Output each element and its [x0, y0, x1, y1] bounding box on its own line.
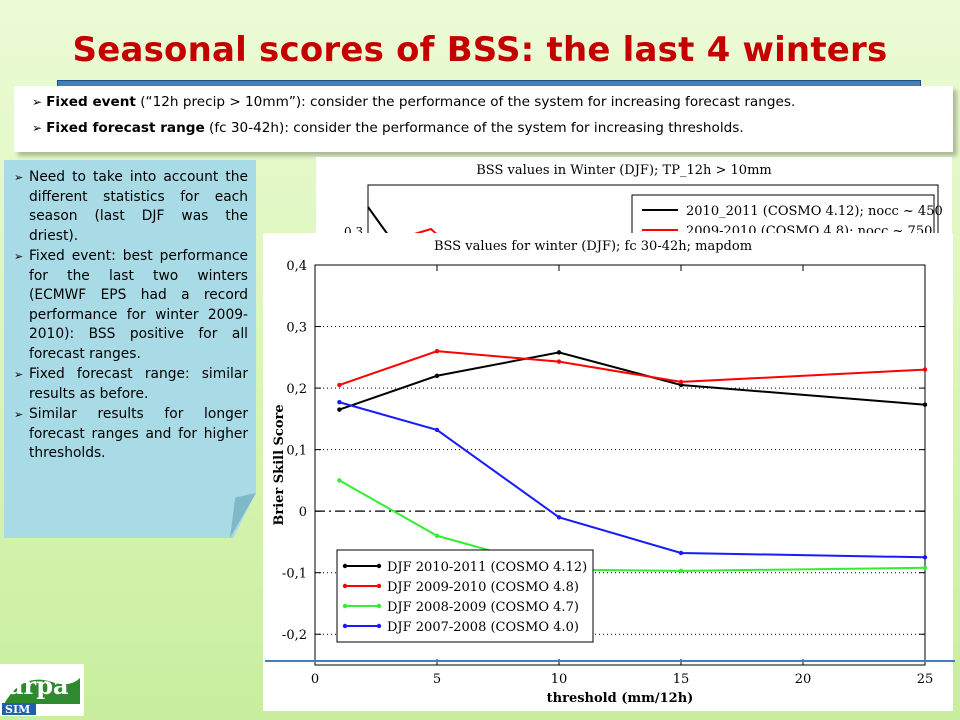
legend-label: DJF 2008-2009 (COSMO 4.7) — [387, 600, 579, 615]
grid-layer — [315, 264, 925, 635]
arrow-bullet-icon: ➢ — [14, 368, 24, 381]
slide-title: Seasonal scores of BSS: the last 4 winte… — [72, 30, 888, 70]
y-tick-label: 0,3 — [286, 321, 307, 336]
legend: DJF 2010-2011 (COSMO 4.12) DJF 2009-2010 … — [336, 549, 594, 643]
legend-marker — [376, 583, 382, 589]
notes-list: ➢ Need to take into account the different… — [14, 168, 248, 465]
footer-divider — [265, 660, 955, 662]
notes-box: ➢ Need to take into account the different… — [4, 160, 256, 538]
notes-item: ➢ Fixed forecast range: similar results a… — [14, 365, 248, 404]
arpa-logo-graphic: arpa SIM — [0, 664, 84, 716]
data-point — [337, 478, 342, 483]
logo-text: arpa — [8, 671, 69, 700]
arrow-bullet-icon: ➢ — [32, 121, 43, 135]
data-point — [434, 373, 440, 378]
notes-item: ➢ Fixed event: best performance for the l… — [14, 247, 248, 364]
x-tick-label: 5 — [433, 672, 441, 687]
x-tick-label: 15 — [673, 672, 690, 687]
x-axis-label: threshold (mm/12h) — [547, 691, 694, 706]
legend-marker — [342, 563, 348, 569]
y-tick-label: 0 — [299, 505, 307, 520]
summary-line-fixed-event: ➢ Fixed event (“12h precip > 10mm”): cons… — [32, 94, 795, 110]
x-tick-label: 25 — [917, 672, 934, 687]
legend-label: DJF 2010-2011 (COSMO 4.12) — [387, 560, 587, 575]
summary-line-1-text: (“12h precip > 10mm”): consider the perf… — [135, 94, 796, 110]
data-point — [922, 402, 928, 407]
x-tick-label: 20 — [795, 672, 812, 687]
summary-line-2-bold: Fixed forecast range — [46, 120, 205, 136]
notes-item: ➢ Need to take into account the different… — [14, 168, 248, 246]
data-point — [678, 568, 684, 574]
legend-marker — [376, 623, 382, 629]
y-tick-label: 0,2 — [286, 382, 307, 397]
data-point — [337, 400, 342, 405]
legend-marker — [342, 583, 348, 589]
data-point — [922, 565, 928, 570]
notes-item-text: Fixed event: best performance for the la… — [29, 248, 248, 362]
legend-marker — [376, 603, 382, 609]
logo-swoosh — [4, 678, 80, 704]
legend-label: DJF 2007-2008 (COSMO 4.0) — [387, 620, 579, 635]
data-point — [434, 427, 440, 433]
data-point — [922, 367, 928, 372]
data-point — [556, 359, 562, 364]
series-line-3 — [339, 401, 926, 559]
notes-item-text: Fixed forecast range: similar results as… — [29, 366, 248, 402]
arpa-logo: arpa SIM — [0, 664, 84, 716]
summary-line-1-bold: Fixed event — [46, 94, 136, 110]
legend-marker — [342, 603, 348, 609]
back-chart-title: BSS values in Winter (DJF); TP_12h > 10m… — [476, 163, 771, 178]
data-point — [678, 382, 684, 388]
legend-marker — [342, 623, 348, 629]
data-point — [434, 348, 440, 354]
back-legend-label: 2010_2011 (COSMO 4.12); nocc ~ 450 — [686, 204, 943, 219]
data-point — [556, 515, 562, 520]
y-tick-label: -0,1 — [282, 567, 307, 582]
summary-line-fixed-range: ➢ Fixed forecast range (fc 30-42h): consi… — [32, 120, 744, 136]
logo-sub-badge — [2, 703, 36, 715]
x-tick-label: 0 — [311, 672, 319, 687]
data-point — [337, 382, 342, 388]
notes-item: ➢ Similar results for longer forecast ran… — [14, 405, 248, 464]
y-tick-label: 0,4 — [286, 259, 307, 274]
series-layer — [337, 348, 928, 574]
arrow-bullet-icon: ➢ — [14, 171, 24, 184]
data-point — [556, 350, 562, 355]
series-line-0 — [339, 351, 926, 411]
logo-sub-text: SIM — [5, 703, 30, 716]
ticks-layer: -0,2 -0,1 0 0,1 0,2 0,3 0,4 0 5 10 15 20 25 — [282, 259, 933, 687]
x-tick-label: 10 — [551, 672, 568, 687]
arrow-bullet-icon: ➢ — [14, 250, 24, 263]
data-point — [678, 379, 684, 385]
chart-title: BSS values for winter (DJF); fc 30-42h; … — [434, 239, 752, 254]
data-point — [922, 555, 928, 560]
summary-box: ➢ Fixed event (“12h precip > 10mm”): cons… — [14, 86, 953, 152]
data-point — [678, 550, 684, 556]
data-point — [337, 407, 342, 412]
summary-line-2-text: (fc 30-42h): consider the performance of… — [204, 120, 744, 136]
arrow-bullet-icon: ➢ — [32, 95, 43, 109]
notes-item-text: Similar results for longer forecast rang… — [29, 406, 248, 461]
y-axis-label: Brier Skill Score — [272, 404, 287, 525]
legend-marker — [376, 563, 382, 569]
legend-label: DJF 2009-2010 (COSMO 4.8) — [387, 580, 579, 595]
front-chart: BSS values for winter (DJF); fc 30-42h; … — [263, 233, 953, 711]
front-chart-svg: BSS values for winter (DJF); fc 30-42h; … — [272, 239, 933, 706]
y-tick-label: 0,1 — [286, 444, 307, 459]
y-tick-label: -0,2 — [282, 628, 307, 643]
arrow-bullet-icon: ➢ — [14, 408, 24, 421]
data-point — [434, 533, 440, 538]
notes-item-text: Need to take into account the different … — [29, 169, 248, 244]
